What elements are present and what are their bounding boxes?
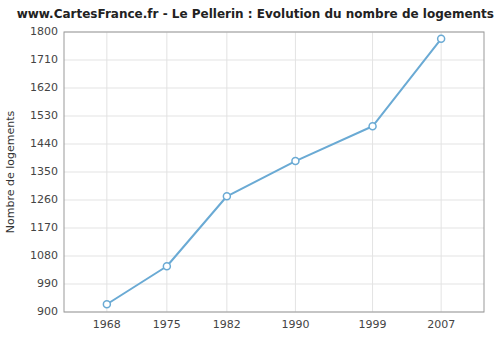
grid-line-x xyxy=(106,32,107,312)
grid-line-y xyxy=(64,228,484,229)
plot-frame xyxy=(64,32,484,312)
grid-line-x xyxy=(295,32,296,312)
y-axis-label: Nombre de logements xyxy=(4,110,17,233)
y-tick-label: 1080 xyxy=(30,249,58,262)
series xyxy=(103,35,444,307)
grid-line-y xyxy=(64,256,484,257)
x-tick-label: 1968 xyxy=(93,318,121,331)
marker xyxy=(103,301,110,308)
grid-line-y xyxy=(64,144,484,145)
grid-line-y xyxy=(64,200,484,201)
grid-line-y xyxy=(64,88,484,89)
grid xyxy=(64,32,484,312)
marker xyxy=(369,123,376,130)
y-tick-label: 990 xyxy=(37,277,58,290)
grid-line-x xyxy=(441,32,442,312)
grid-line-y xyxy=(64,284,484,285)
marker xyxy=(163,263,170,270)
grid-line-x xyxy=(226,32,227,312)
grid-line-x xyxy=(372,32,373,312)
y-tick-label: 1800 xyxy=(30,25,58,38)
x-tick-label: 1990 xyxy=(281,318,309,331)
chart-container: 900 990 1080 1170 1260 1350 1440 1530 1620 1710 18… xyxy=(0,0,500,340)
axes: 900 990 1080 1170 1260 1350 1440 1530 1620 1710 18… xyxy=(30,25,455,331)
y-tick-label: 900 xyxy=(37,305,58,318)
y-tick-label: 1260 xyxy=(30,193,58,206)
marker xyxy=(438,35,445,42)
y-tick-label: 1530 xyxy=(30,109,58,122)
y-tick-label: 1350 xyxy=(30,165,58,178)
x-tick-label: 1975 xyxy=(153,318,181,331)
title: www.CartesFrance.fr - Le Pellerin : Evol… xyxy=(17,7,494,21)
y-tick-label: 1440 xyxy=(30,137,58,150)
line xyxy=(107,39,441,304)
y-tick-label: 1710 xyxy=(30,53,58,66)
x-tick-label: 1982 xyxy=(213,318,241,331)
y-tick-label: 1170 xyxy=(30,221,58,234)
marker xyxy=(292,158,299,165)
x-tick-label: 2007 xyxy=(427,318,455,331)
marker xyxy=(223,193,230,200)
grid-line-y xyxy=(64,60,484,61)
chart: 900 990 1080 1170 1260 1350 1440 1530 1620 1710 18… xyxy=(0,0,500,340)
x-tick-label: 1999 xyxy=(359,318,387,331)
plot-area xyxy=(64,32,484,312)
y-tick-label: 1620 xyxy=(30,81,58,94)
grid-line-y xyxy=(64,116,484,117)
